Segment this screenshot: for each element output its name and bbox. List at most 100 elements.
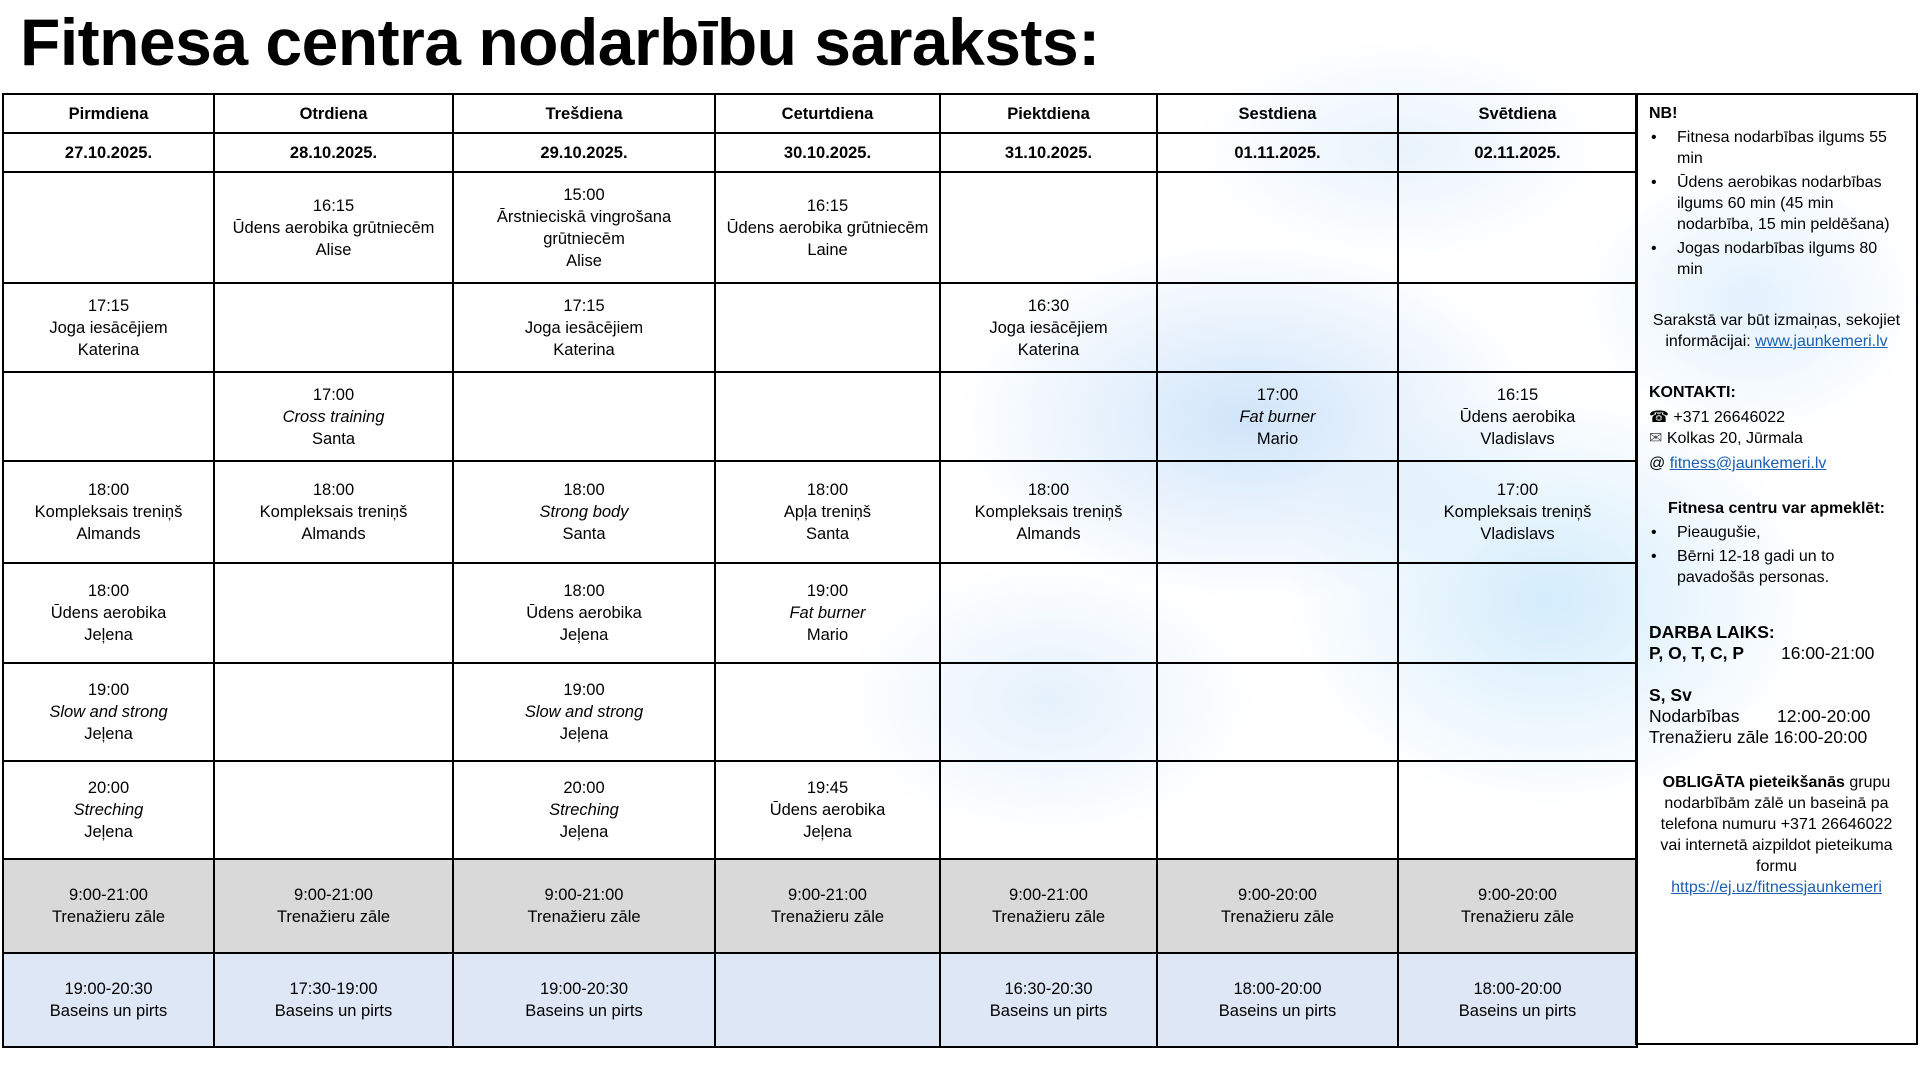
class-coach: Jeļena <box>84 626 133 644</box>
empty-cell <box>1156 760 1399 860</box>
class-time: 16:30 <box>1027 296 1070 315</box>
hours: 18:00-20:00 <box>1233 980 1322 998</box>
contacts-title: KONTAKTI: <box>1649 384 1736 401</box>
signup-link[interactable]: https://ej.uz/fitnessjaunkemeri <box>1671 879 1882 896</box>
pool-row-cell: 18:00-20:00 Baseins un pirts <box>1397 952 1638 1048</box>
nb-item: Fitnesa nodarbības ilgums 55 min <box>1649 127 1904 169</box>
class-coach: Alise <box>315 240 352 259</box>
facility: Trenažieru zāle <box>1220 908 1335 926</box>
class-coach: Almands <box>1016 525 1081 543</box>
gym-row-cell: 9:00-20:00 Trenažieru zāle <box>1397 858 1638 954</box>
day-header-cell: Ceturtdiena <box>714 93 941 134</box>
class-name: Slow and strong <box>524 703 644 721</box>
weekend-activities-hours: Nodarbības 12:00-20:00 <box>1649 706 1871 726</box>
class-time: 18:00 <box>1027 481 1070 499</box>
nb-list: Fitnesa nodarbības ilgums 55 min Ūdens a… <box>1649 127 1904 280</box>
class-time: 15:00 <box>563 185 605 204</box>
schedule-row: 17:00 Cross training Santa 17:00 Fat burner M… <box>2 371 1638 462</box>
weekend-label: S, Sv <box>1649 685 1692 705</box>
class-coach: Santa <box>562 525 606 543</box>
pool-row-cell: 19:00-20:30 Baseins un pirts <box>2 952 215 1048</box>
facility: Baseins un pirts <box>1458 1002 1577 1020</box>
class-cell: 18:00 Ūdens aerobika Jeļena <box>452 562 716 664</box>
address: ✉ Kolkas 20, Jūrmala <box>1649 430 1803 447</box>
class-name: Joga iesācējiem <box>989 318 1108 337</box>
date-header-cell: 27.10.2025. <box>2 132 215 173</box>
date-header-cell: 29.10.2025. <box>452 132 716 173</box>
class-name: Ūdens aerobika grūtniecēm <box>726 218 929 237</box>
class-name: Ūdens aerobika <box>50 604 167 622</box>
class-time: 17:00 <box>1496 481 1539 499</box>
class-coach: Katerina <box>553 340 615 359</box>
class-coach: Jeļena <box>84 725 133 743</box>
envelope-icon: ✉ <box>1649 430 1663 447</box>
class-coach: Mario <box>1256 429 1299 448</box>
empty-cell <box>1156 662 1399 762</box>
empty-cell <box>1397 171 1638 284</box>
class-cell: 18:00 Kompleksais treniņš Almands <box>939 460 1158 564</box>
day-header-cell: Piektdiena <box>939 93 1158 134</box>
class-time: 18:00 <box>563 582 605 600</box>
class-cell: 19:00 Slow and strong Jeļena <box>2 662 215 762</box>
facility: Trenažieru zāle <box>527 908 641 926</box>
class-time: 17:15 <box>563 296 605 315</box>
pool-row-cell: 19:00-20:30 Baseins un pirts <box>452 952 716 1048</box>
class-coach: Laine <box>807 240 848 259</box>
class-cell: 17:15 Joga iesācējiem Katerina <box>452 282 716 373</box>
class-time: 18:00 <box>312 481 355 499</box>
facility: Baseins un pirts <box>525 1002 643 1020</box>
class-name: Ūdens aerobika <box>526 604 642 622</box>
hours: 9:00-21:00 <box>69 886 148 904</box>
phone: ☎ +371 26646022 <box>1649 409 1786 426</box>
class-cell: 16:15 Ūdens aerobika grūtniecēm Laine <box>714 171 941 284</box>
class-name: Ūdens aerobika <box>769 801 886 819</box>
date-header: 27.10.2025. 28.10.2025. 29.10.2025. 30.10.2… <box>2 132 1638 173</box>
hours: 19:00-20:30 <box>539 980 629 998</box>
facility: Trenažieru zāle <box>51 908 166 926</box>
gym-row-cell: 9:00-21:00 Trenažieru zāle <box>213 858 454 954</box>
class-name: Ārstnieciskā vingrošana grūtniecēm <box>496 207 672 248</box>
visit-item: Bērni 12-18 gadi un to pavadošās persona… <box>1649 546 1904 588</box>
class-cell: 18:00 Kompleksais treniņš Almands <box>213 460 454 564</box>
empty-cell <box>1397 282 1638 373</box>
class-cell: 16:15 Ūdens aerobika Vladislavs <box>1397 371 1638 462</box>
hours: 17:30-19:00 <box>289 980 378 998</box>
class-cell: 19:45 Ūdens aerobika Jeļena <box>714 760 941 860</box>
class-time: 18:00 <box>806 481 849 499</box>
day-header-cell: Pirmdiena <box>2 93 215 134</box>
empty-cell <box>939 760 1158 860</box>
class-time: 19:45 <box>806 779 849 797</box>
empty-cell <box>714 662 941 762</box>
class-name: Kompleksais treniņš <box>259 503 408 521</box>
schedule-row: 18:00 Ūdens aerobika Jeļena 18:00 Ūdens aero… <box>2 562 1638 664</box>
class-time: 16:15 <box>806 196 849 215</box>
class-cell: 18:00 Apļa treniņš Santa <box>714 460 941 564</box>
class-cell: 17:00 Cross training Santa <box>213 371 454 462</box>
hours-title: DARBA LAIKS: <box>1649 622 1775 642</box>
empty-cell <box>1156 562 1399 664</box>
class-time: 19:00 <box>806 582 849 600</box>
facility: Trenažieru zāle <box>1460 908 1575 926</box>
empty-cell <box>939 371 1158 462</box>
class-coach: Alise <box>566 251 602 270</box>
empty-cell <box>1156 282 1399 373</box>
pool-row-cell <box>714 952 941 1048</box>
hours: 18:00-20:00 <box>1473 980 1562 998</box>
gym-row-cell: 9:00-21:00 Trenažieru zāle <box>939 858 1158 954</box>
class-time: 20:00 <box>563 779 605 797</box>
website-link[interactable]: www.jaunkemeri.lv <box>1755 333 1888 350</box>
schedule-row: 18:00 Kompleksais treniņš Almands 18:00 Komp… <box>2 460 1638 564</box>
phone-icon: ☎ <box>1649 409 1669 426</box>
nb-item: Jogas nodarbības ilgums 80 min <box>1649 238 1904 280</box>
empty-cell <box>2 371 215 462</box>
schedule-row: 16:15 Ūdens aerobika grūtniecēm Alise 15:00… <box>2 171 1638 284</box>
class-coach: Katerina <box>77 340 140 359</box>
email-link[interactable]: fitness@jaunkemeri.lv <box>1669 455 1827 472</box>
day-header-cell: Trešdiena <box>452 93 716 134</box>
class-cell: 20:00 Streching Jeļena <box>452 760 716 860</box>
class-name: Cross training <box>282 407 385 426</box>
date-header-cell: 01.11.2025. <box>1156 132 1399 173</box>
email: @ fitness@jaunkemeri.lv <box>1649 455 1827 472</box>
nb-item: Ūdens aerobikas nodarbības ilgums 60 min… <box>1649 172 1904 235</box>
empty-cell <box>1397 662 1638 762</box>
